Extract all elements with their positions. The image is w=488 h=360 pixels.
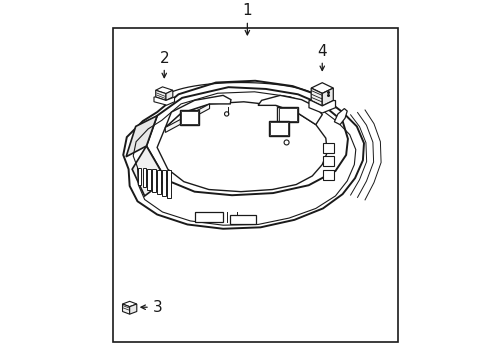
Polygon shape xyxy=(165,104,209,132)
Bar xyxy=(278,108,296,121)
Polygon shape xyxy=(129,304,137,314)
Polygon shape xyxy=(126,116,157,157)
Polygon shape xyxy=(310,83,333,93)
Polygon shape xyxy=(165,90,172,100)
Text: 2: 2 xyxy=(159,51,169,66)
Polygon shape xyxy=(132,146,166,196)
Polygon shape xyxy=(155,87,172,94)
Bar xyxy=(194,212,223,222)
Bar xyxy=(322,143,334,153)
Polygon shape xyxy=(308,100,335,113)
Polygon shape xyxy=(155,90,165,100)
Bar xyxy=(229,215,256,224)
Polygon shape xyxy=(123,81,363,229)
Polygon shape xyxy=(258,95,322,125)
Polygon shape xyxy=(154,97,174,105)
Polygon shape xyxy=(165,95,230,127)
Polygon shape xyxy=(122,301,137,307)
Polygon shape xyxy=(146,87,347,195)
Bar xyxy=(147,169,150,189)
Text: 4: 4 xyxy=(317,44,326,59)
Bar xyxy=(270,122,287,135)
Polygon shape xyxy=(122,304,129,314)
Bar xyxy=(142,168,145,188)
Polygon shape xyxy=(310,88,322,106)
Polygon shape xyxy=(157,102,326,192)
Bar xyxy=(268,121,289,136)
Bar xyxy=(152,169,155,192)
Bar xyxy=(322,156,334,166)
Text: 3: 3 xyxy=(152,300,162,315)
Text: 1: 1 xyxy=(242,3,252,18)
Bar xyxy=(137,168,141,185)
Polygon shape xyxy=(334,109,346,125)
Bar xyxy=(112,28,397,342)
Bar xyxy=(322,170,334,180)
Polygon shape xyxy=(322,88,333,106)
Bar xyxy=(157,170,161,194)
Bar xyxy=(277,107,297,122)
Bar xyxy=(167,170,170,198)
Bar xyxy=(162,170,165,196)
Bar xyxy=(181,111,198,123)
Bar xyxy=(179,110,199,125)
